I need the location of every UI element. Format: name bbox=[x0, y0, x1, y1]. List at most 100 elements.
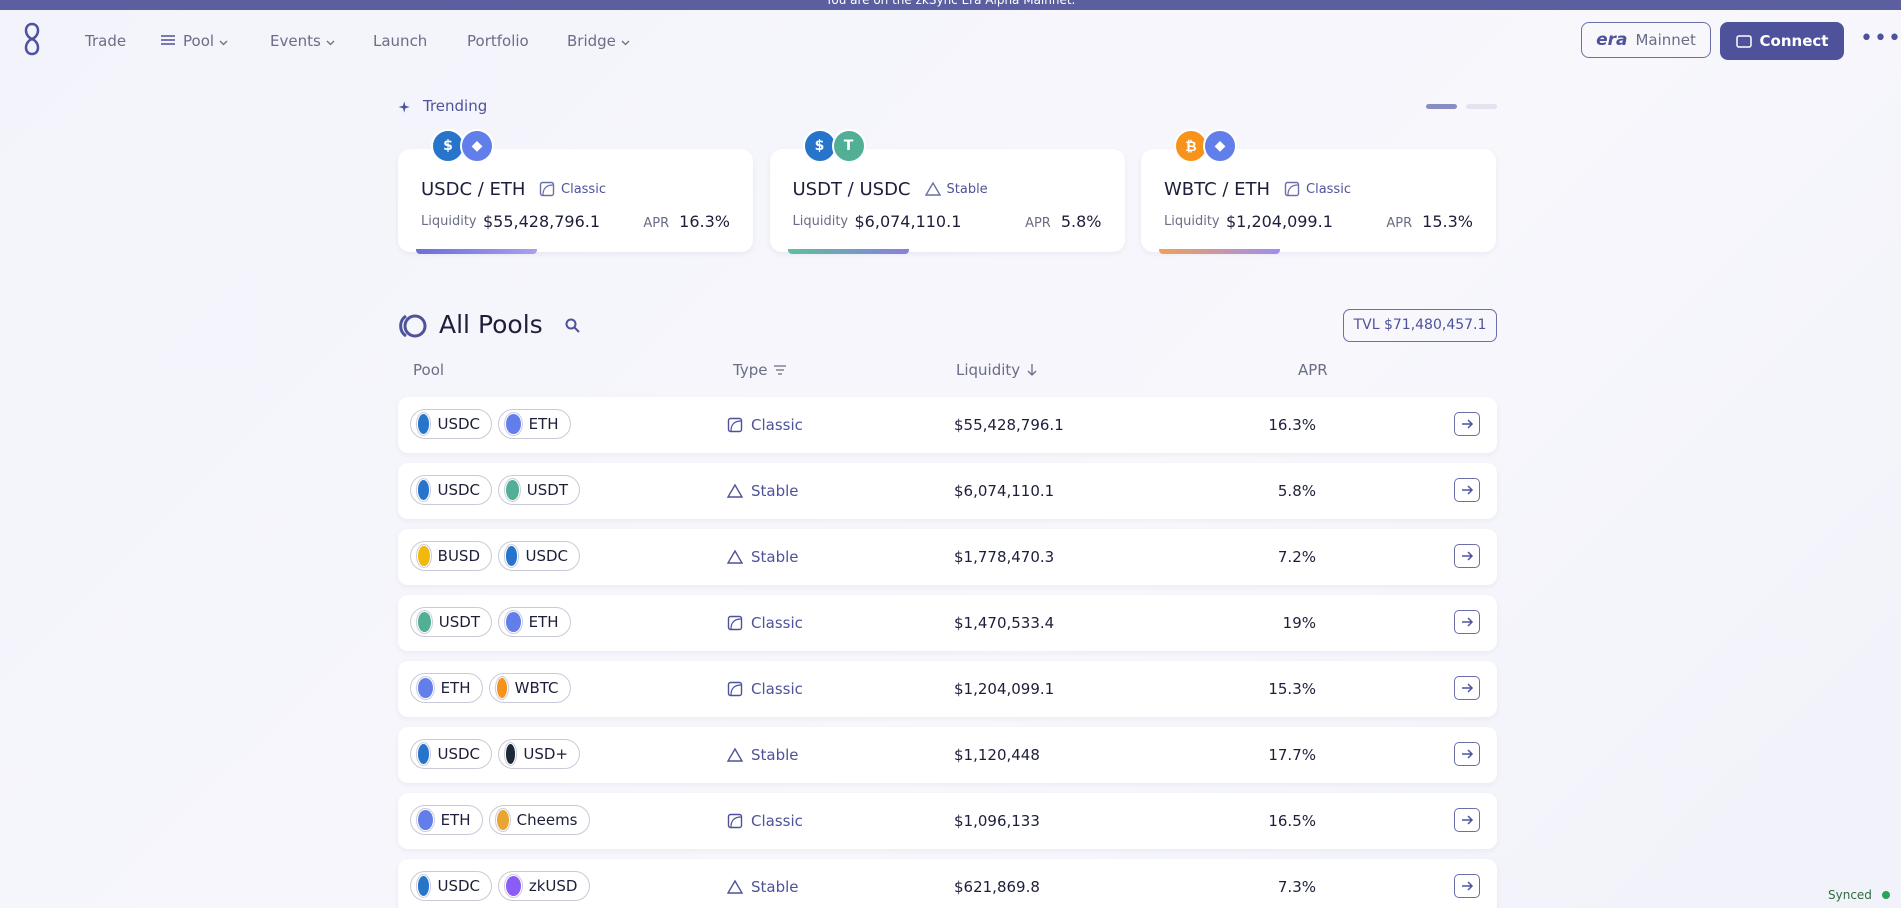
carousel-dot[interactable] bbox=[1426, 104, 1457, 109]
card-liquidity-label: Liquidity bbox=[421, 214, 477, 229]
token-icon bbox=[417, 611, 432, 633]
sort-icon bbox=[1027, 364, 1037, 376]
pool-apr: 19% bbox=[1282, 614, 1316, 632]
network: Mainnet bbox=[1635, 31, 1696, 49]
token-symbol: USDT bbox=[526, 481, 568, 499]
token-chip: USDC bbox=[410, 739, 492, 769]
pool-row[interactable]: USDC USD+ Stable $1,120,448 17.7% bbox=[398, 727, 1497, 783]
pool-row[interactable]: ETH WBTC Classic $1,204,099.1 15.3% bbox=[398, 661, 1497, 717]
token-icon bbox=[417, 479, 431, 501]
row-arrow[interactable] bbox=[1454, 874, 1480, 898]
column-header-label: Pool bbox=[413, 361, 445, 379]
pool-type: Stable bbox=[727, 529, 799, 585]
token-chip: WBTC bbox=[488, 673, 571, 703]
token-icon bbox=[417, 413, 431, 435]
nav-item[interactable]: Trade bbox=[85, 30, 126, 52]
card-pair: USDC / ETH bbox=[421, 179, 526, 200]
token-symbol: ETH bbox=[528, 415, 559, 433]
token-chip: BUSD bbox=[410, 541, 492, 571]
more-menu[interactable]: ••• bbox=[1860, 26, 1901, 51]
nav-item[interactable]: Events bbox=[270, 30, 335, 52]
logo[interactable] bbox=[20, 22, 44, 56]
trending-card[interactable]: $ T USDT / USDC Stable Liquidity $6,074,110.1… bbox=[769, 129, 1125, 254]
card-apr-label: APR bbox=[1386, 216, 1413, 231]
stable-icon bbox=[924, 181, 941, 196]
token-icon bbox=[505, 875, 522, 897]
pool-type-label: Classic bbox=[751, 416, 803, 434]
pool-row[interactable]: ETH Cheems Classic $1,096,133 16.5% bbox=[398, 793, 1497, 849]
search-icon[interactable] bbox=[565, 318, 581, 334]
connect-button[interactable]: Connect bbox=[1720, 22, 1844, 60]
pool-type-label: Stable bbox=[751, 878, 799, 896]
pool-row[interactable]: USDC zkUSD Stable $621,869.8 7.3% bbox=[398, 859, 1497, 908]
token-symbol: USDC bbox=[525, 547, 568, 565]
row-arrow[interactable] bbox=[1454, 676, 1480, 700]
token-icon: $ bbox=[431, 129, 465, 163]
pool-liquidity: $1,120,448 bbox=[954, 746, 1040, 764]
card-pair: WBTC / ETH bbox=[1164, 179, 1271, 200]
pool-row[interactable]: USDC ETH Classic $55,428,796.1 16.3% bbox=[398, 397, 1497, 453]
nav-item[interactable]: Portfolio bbox=[467, 30, 529, 52]
row-arrow[interactable] bbox=[1454, 808, 1480, 832]
nav-item[interactable]: Launch bbox=[373, 30, 427, 52]
token-symbol: USDC bbox=[437, 877, 480, 895]
card-apr-value: 5.8% bbox=[1060, 212, 1102, 231]
card-liquidity-label: Liquidity bbox=[1164, 214, 1220, 229]
pool-liquidity: $1,096,133 bbox=[954, 812, 1040, 830]
token-icon bbox=[495, 677, 508, 699]
pool-type: Stable bbox=[727, 727, 799, 783]
column-header[interactable]: APR bbox=[1298, 361, 1328, 379]
card-apr: APR 5.8% bbox=[1025, 212, 1101, 231]
pool-type: Stable bbox=[727, 463, 799, 519]
token-chip: zkUSD bbox=[498, 871, 590, 901]
brand: era bbox=[1596, 30, 1628, 50]
wallet-icon bbox=[1735, 35, 1752, 48]
token-icon bbox=[505, 479, 520, 501]
pool-row[interactable]: BUSD USDC Stable $1,778,470.3 7.2% bbox=[398, 529, 1497, 585]
column-header[interactable]: Liquidity bbox=[956, 361, 1037, 379]
card-type: Classic bbox=[1284, 181, 1351, 197]
token-icon bbox=[417, 545, 431, 567]
row-arrow[interactable] bbox=[1454, 478, 1480, 502]
column-header[interactable]: Type bbox=[733, 361, 787, 379]
nav-label: Bridge bbox=[567, 32, 616, 50]
nav-item[interactable]: Pool bbox=[160, 30, 228, 52]
token-chip: USD+ bbox=[498, 739, 580, 769]
trending-title: Trending bbox=[423, 97, 488, 115]
card-liquidity: $55,428,796.1 bbox=[483, 212, 601, 231]
status: Synced bbox=[1828, 888, 1890, 902]
token-chip: Cheems bbox=[488, 805, 590, 835]
row-arrow[interactable] bbox=[1454, 544, 1480, 568]
pool-apr: 17.7% bbox=[1268, 746, 1316, 764]
pool-row[interactable]: USDT ETH Classic $1,470,533.4 19% bbox=[398, 595, 1497, 651]
column-header-label: Liquidity bbox=[956, 361, 1021, 379]
row-arrow[interactable] bbox=[1454, 742, 1480, 766]
nav-item[interactable]: Bridge bbox=[567, 30, 630, 52]
status-dot bbox=[1881, 891, 1890, 899]
trending-card[interactable]: ₿ ◆ WBTC / ETH Classic Liquidity $1,204,099.1… bbox=[1141, 129, 1496, 254]
trending-card[interactable]: $ ◆ USDC / ETH Classic Liquidity $55,428,796.… bbox=[398, 129, 753, 254]
connect: Connect bbox=[1759, 32, 1829, 50]
pool-type: Stable bbox=[727, 859, 799, 908]
column-header-label: Type bbox=[733, 361, 768, 379]
pool-apr: 5.8% bbox=[1277, 482, 1316, 500]
filter-icon bbox=[774, 365, 787, 375]
pool-apr: 16.3% bbox=[1268, 416, 1316, 434]
pool-row[interactable]: USDC USDT Stable $6,074,110.1 5.8% bbox=[398, 463, 1497, 519]
token-chip: USDC bbox=[410, 475, 492, 505]
pool-apr: 15.3% bbox=[1268, 680, 1316, 698]
pool-type-label: Classic bbox=[751, 680, 803, 698]
token-chip: ETH bbox=[410, 805, 483, 835]
sparkle-icon bbox=[398, 101, 410, 113]
pool-type-label: Classic bbox=[751, 812, 803, 830]
row-arrow[interactable] bbox=[1454, 412, 1480, 436]
row-arrow[interactable] bbox=[1454, 610, 1480, 634]
network-button[interactable]: era Mainnet bbox=[1581, 22, 1711, 58]
nav-label: Pool bbox=[183, 32, 215, 50]
carousel-dot[interactable] bbox=[1466, 104, 1497, 109]
token-symbol: USDC bbox=[437, 481, 480, 499]
token-icon: $ bbox=[802, 129, 837, 163]
token-chip: USDC bbox=[498, 541, 580, 571]
card-apr-label: APR bbox=[643, 216, 670, 231]
token-icon bbox=[505, 413, 522, 435]
